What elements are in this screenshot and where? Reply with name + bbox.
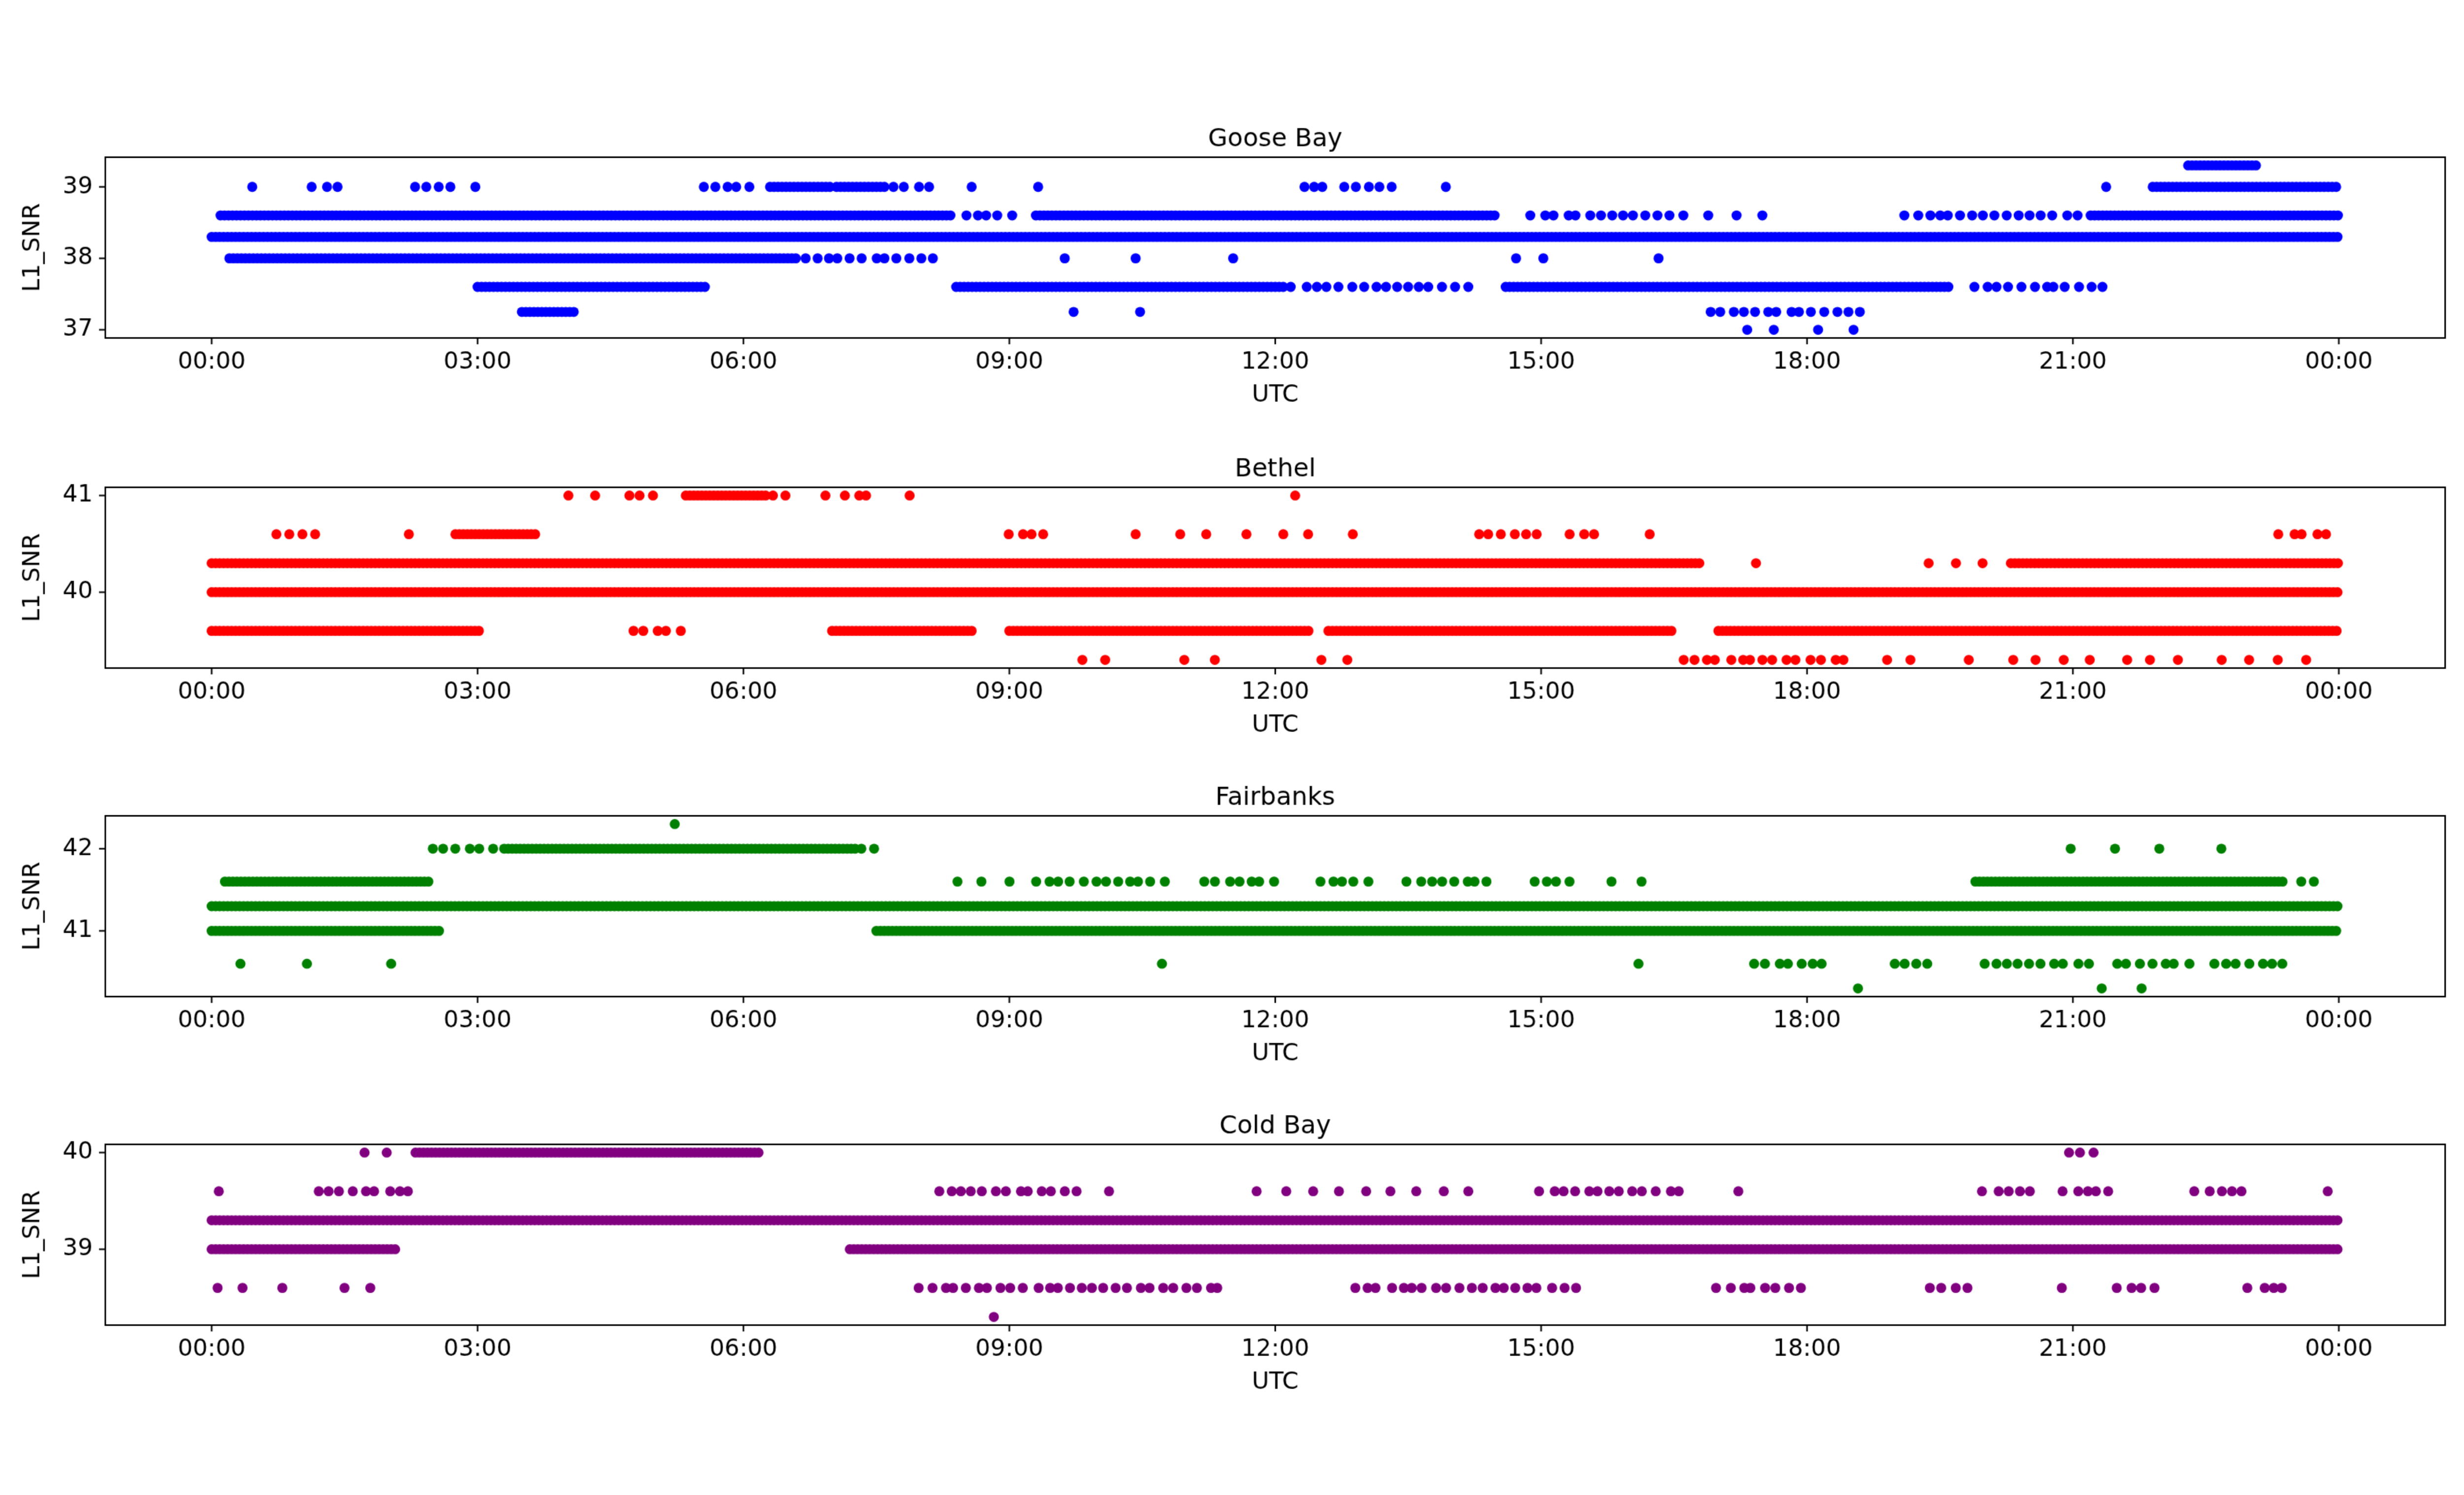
snr-plots-canvas: [0, 0, 2464, 1430]
page: { "chart_data": { "type": "scatter", "ti…: [0, 0, 2464, 1430]
snr-figure: Geo 131 - L1 SNR vs Time 10-06-2025 | We…: [0, 0, 2464, 1430]
